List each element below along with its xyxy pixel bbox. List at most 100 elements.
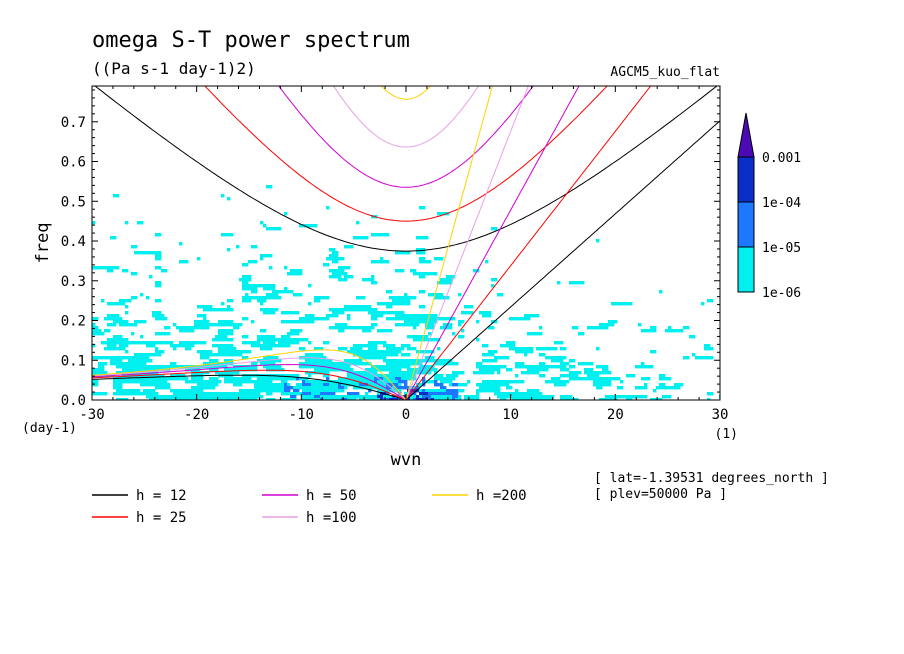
power-cell bbox=[155, 299, 159, 303]
power-cell bbox=[560, 356, 564, 360]
power-cell bbox=[113, 236, 117, 240]
power-cell bbox=[392, 377, 396, 381]
power-cell bbox=[317, 299, 321, 303]
power-cell bbox=[173, 347, 177, 351]
power-cell bbox=[131, 245, 135, 249]
power-cell bbox=[227, 344, 231, 348]
power-cell bbox=[542, 395, 546, 399]
power-cell bbox=[167, 398, 171, 400]
power-cell bbox=[152, 311, 156, 315]
power-cell bbox=[482, 371, 486, 375]
power-cell bbox=[143, 389, 147, 393]
power-cell bbox=[596, 383, 600, 387]
power-cell bbox=[545, 368, 549, 372]
power-cell bbox=[344, 323, 348, 327]
power-cell bbox=[563, 380, 567, 384]
power-cell bbox=[272, 341, 276, 345]
power-cell bbox=[320, 380, 324, 384]
power-cell bbox=[407, 374, 411, 378]
power-cell bbox=[488, 368, 492, 372]
power-cell bbox=[449, 398, 453, 400]
power-cell bbox=[137, 380, 141, 384]
power-cell bbox=[617, 377, 621, 381]
power-cell bbox=[203, 353, 207, 357]
power-cell bbox=[155, 281, 159, 285]
power-cell bbox=[461, 320, 465, 324]
power-cell bbox=[116, 365, 120, 369]
power-cell bbox=[200, 386, 204, 390]
power-cell bbox=[116, 335, 120, 339]
power-cell bbox=[221, 323, 225, 327]
power-cell bbox=[221, 344, 225, 348]
power-cell bbox=[326, 377, 330, 381]
power-cell bbox=[230, 329, 234, 333]
power-cell bbox=[323, 389, 327, 393]
power-cell bbox=[383, 356, 387, 360]
power-cell bbox=[347, 368, 351, 372]
power-cell bbox=[119, 347, 123, 351]
power-cell bbox=[380, 329, 384, 333]
power-cell bbox=[476, 392, 480, 396]
power-cell bbox=[578, 371, 582, 375]
power-cell bbox=[182, 329, 186, 333]
power-cell bbox=[428, 326, 432, 330]
kelvin-wave-curve bbox=[405, 86, 529, 400]
power-cell bbox=[245, 368, 249, 372]
power-cell bbox=[536, 371, 540, 375]
power-cell bbox=[533, 365, 537, 369]
power-cell bbox=[125, 365, 129, 369]
power-cell bbox=[644, 329, 648, 333]
power-cell bbox=[158, 383, 162, 387]
power-cell bbox=[680, 329, 684, 333]
power-cell bbox=[173, 392, 177, 396]
power-cell bbox=[518, 398, 522, 400]
power-cell bbox=[218, 353, 222, 357]
power-cell bbox=[206, 371, 210, 375]
power-cell bbox=[494, 356, 498, 360]
power-cell bbox=[116, 383, 120, 387]
power-cell bbox=[446, 377, 450, 381]
power-cell bbox=[242, 299, 246, 303]
power-cell bbox=[152, 380, 156, 384]
power-cell bbox=[245, 377, 249, 381]
power-cell bbox=[221, 320, 225, 324]
power-cell bbox=[293, 311, 297, 315]
power-cell bbox=[113, 194, 117, 198]
power-cell bbox=[467, 311, 471, 315]
power-cell bbox=[269, 356, 273, 360]
power-cell bbox=[407, 353, 411, 357]
power-cell bbox=[146, 380, 150, 384]
power-cell bbox=[344, 245, 348, 249]
power-cell bbox=[158, 365, 162, 369]
power-cell bbox=[254, 398, 258, 400]
power-cell bbox=[263, 347, 267, 351]
power-cell bbox=[668, 395, 672, 399]
power-cell bbox=[413, 362, 417, 366]
power-cell bbox=[605, 371, 609, 375]
power-cell bbox=[287, 392, 291, 396]
power-cell bbox=[500, 398, 504, 400]
power-cell bbox=[245, 398, 249, 400]
power-cell bbox=[368, 329, 372, 333]
power-cell bbox=[245, 350, 249, 354]
power-cell bbox=[617, 386, 621, 390]
power-cell bbox=[443, 281, 447, 285]
power-cell bbox=[644, 383, 648, 387]
power-cell bbox=[266, 347, 270, 351]
power-cell bbox=[350, 368, 354, 372]
power-cell bbox=[314, 389, 318, 393]
power-cell bbox=[512, 317, 516, 321]
power-cell bbox=[293, 392, 297, 396]
power-cell bbox=[347, 374, 351, 378]
power-cell bbox=[380, 257, 384, 261]
power-cell bbox=[437, 392, 441, 396]
power-cell bbox=[329, 326, 333, 330]
power-cell bbox=[206, 353, 210, 357]
power-cell bbox=[284, 380, 288, 384]
power-cell bbox=[626, 302, 630, 306]
power-cell bbox=[230, 398, 234, 400]
power-cell bbox=[230, 233, 234, 237]
power-cell bbox=[605, 377, 609, 381]
power-cell bbox=[284, 320, 288, 324]
power-cell bbox=[284, 374, 288, 378]
